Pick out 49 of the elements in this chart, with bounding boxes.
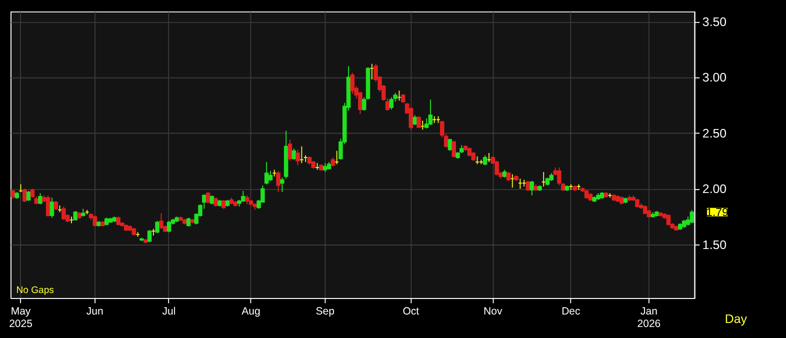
candlestick	[264, 161, 269, 185]
candlestick	[482, 154, 488, 166]
x-tick-label: Jul	[162, 306, 176, 318]
candlestick	[408, 106, 414, 130]
candlestick	[206, 192, 210, 204]
text: 1.79	[706, 206, 728, 219]
candlestick	[452, 140, 456, 158]
candlestick	[268, 170, 273, 182]
candlestick	[50, 197, 54, 218]
candlestick	[296, 149, 300, 166]
x-tick-label: Aug	[242, 306, 260, 318]
candlestick	[280, 177, 284, 193]
candlestick	[166, 220, 172, 233]
candlestick	[526, 180, 530, 192]
candlestick	[26, 190, 31, 202]
candlestick	[147, 229, 152, 243]
candlestick	[46, 194, 50, 218]
y-tick-label: 3.00	[702, 70, 727, 85]
candlestick	[22, 188, 27, 203]
text: Day	[724, 312, 748, 326]
candlestick	[389, 96, 394, 110]
x-tick-label: Sep	[316, 306, 335, 318]
candlestick	[690, 209, 694, 224]
x-tick-label: Oct	[402, 306, 420, 318]
candlestick	[159, 212, 164, 230]
x-tick-label: Nov	[484, 306, 503, 318]
candlestick	[38, 192, 42, 205]
candlestick	[350, 72, 355, 94]
y-tick-label: 3.50	[702, 14, 727, 29]
y-tick-label: 2.00	[702, 182, 727, 196]
candlestick	[276, 170, 280, 193]
x-tick-label: Jun	[86, 306, 104, 318]
candlestick	[241, 190, 246, 203]
candlestick	[62, 206, 66, 220]
candlestick	[494, 160, 499, 176]
x-tick-label: May 2025	[9, 306, 33, 330]
candlestick	[416, 116, 421, 128]
y-tick-label: 2.50	[702, 126, 727, 140]
x-tick-label: Jan 2026	[637, 306, 661, 330]
candlestick	[530, 180, 534, 196]
candlestick	[428, 99, 433, 126]
candlestick	[92, 215, 98, 228]
candlestick	[412, 114, 417, 126]
y-tick-label: 1.50	[702, 238, 727, 252]
annotation: No Gaps	[16, 285, 54, 296]
candlestick	[666, 214, 671, 226]
candlestick	[155, 220, 160, 234]
candlestick	[292, 148, 296, 160]
x-tick-label: Dec	[562, 306, 580, 318]
